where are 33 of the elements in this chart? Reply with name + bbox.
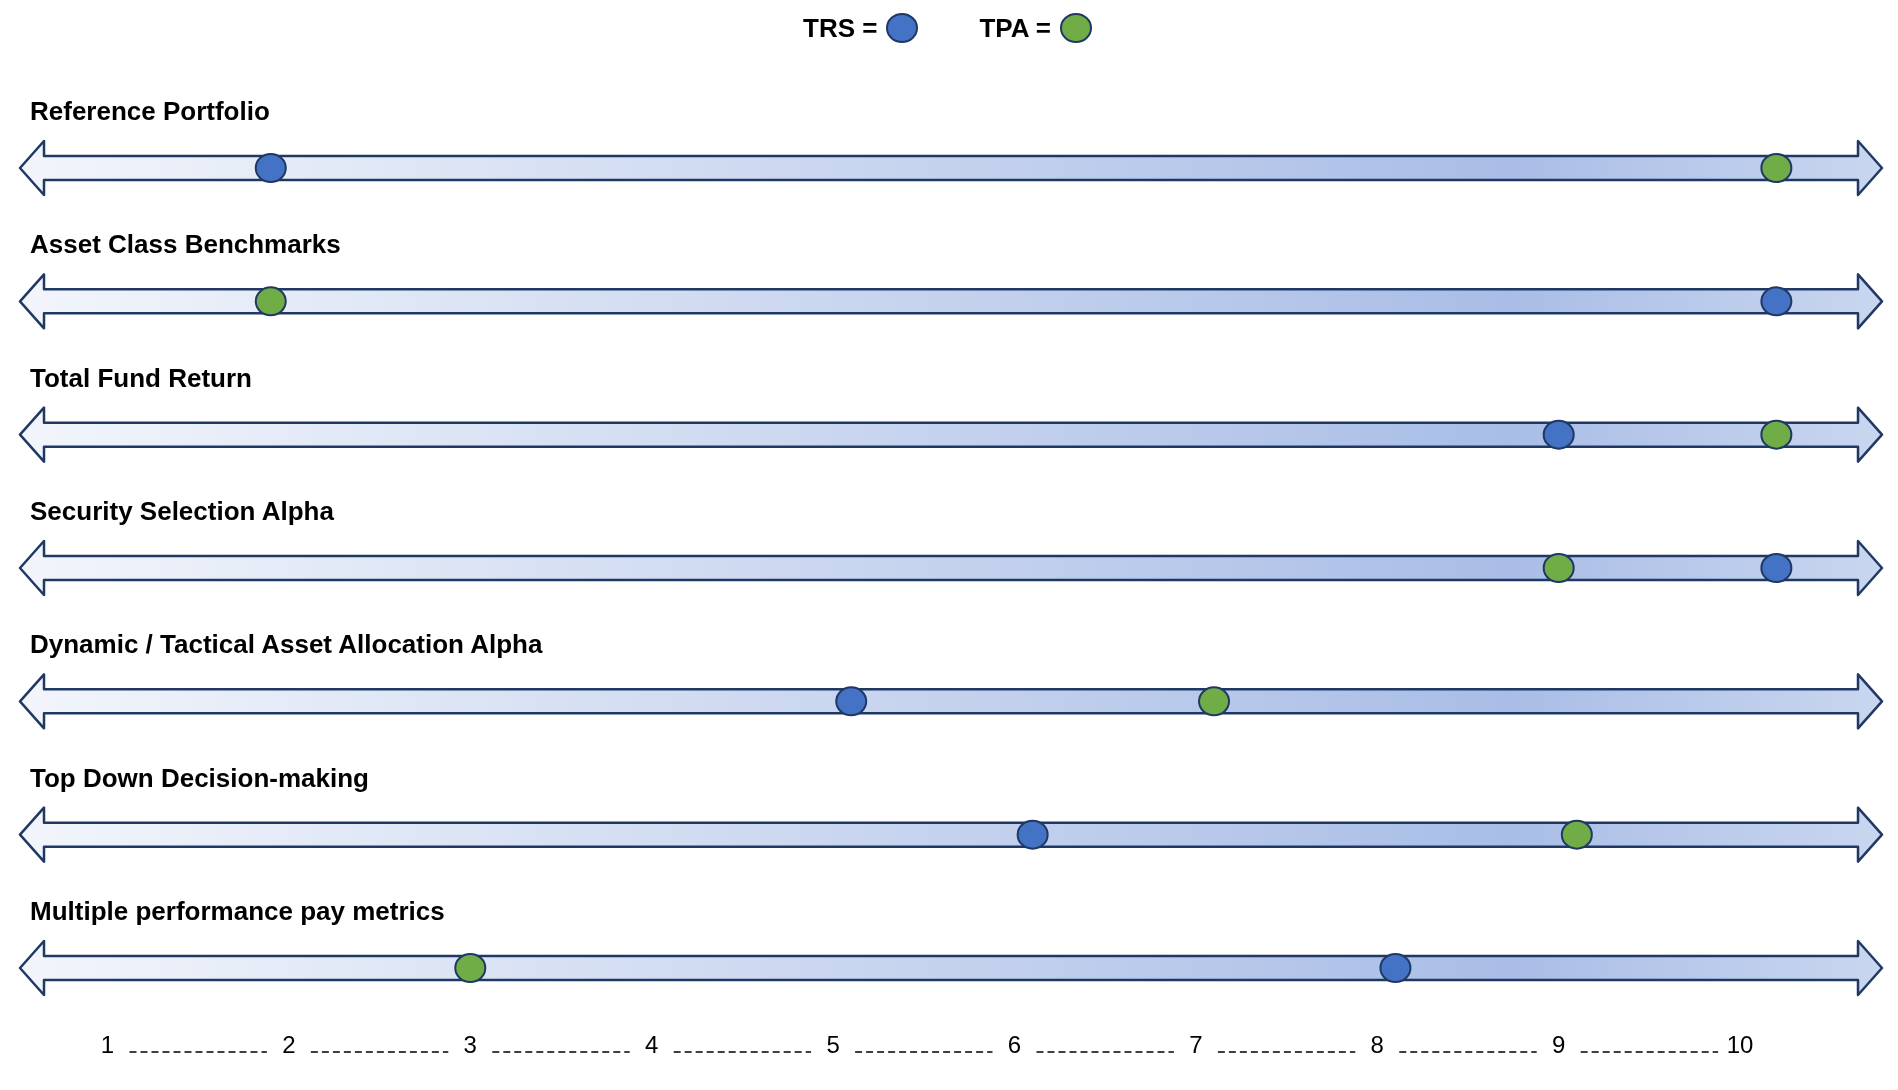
point xyxy=(254,153,287,183)
point xyxy=(1760,153,1793,183)
point xyxy=(1198,686,1231,717)
x-tick-label: 6 xyxy=(1007,1031,1022,1059)
point xyxy=(1760,553,1793,583)
point xyxy=(1560,819,1593,850)
x-tick-label: 1 xyxy=(100,1031,115,1059)
point xyxy=(1542,419,1575,450)
y-tick-label: Total Fund Return xyxy=(30,362,252,393)
y-tick-label: Top Down Decision-making xyxy=(30,762,369,793)
y-tick-label: Reference Portfolio xyxy=(30,96,270,126)
x-tick-label: 8 xyxy=(1370,1031,1384,1059)
point xyxy=(835,686,868,717)
legend-label: TRS = xyxy=(803,12,878,44)
point xyxy=(1760,286,1793,317)
x-tick-label: 2 xyxy=(282,1031,296,1059)
y-tick-label: Security Selection Alpha xyxy=(30,496,335,526)
x-tick-label: 9 xyxy=(1552,1031,1566,1059)
point xyxy=(1760,419,1793,450)
point xyxy=(1379,953,1412,983)
x-tick-label: 10 xyxy=(1726,1031,1754,1059)
point xyxy=(1542,553,1575,583)
x-tick-label: 5 xyxy=(826,1031,840,1059)
x-tick-label: 4 xyxy=(645,1031,659,1059)
x-tick-label: 7 xyxy=(1189,1031,1203,1059)
y-tick-label: Dynamic / Tactical Asset Allocation Alpha xyxy=(30,629,543,660)
point xyxy=(454,953,487,983)
y-tick-label: Multiple performance pay metrics xyxy=(30,896,445,926)
x-tick-label: 3 xyxy=(463,1031,477,1059)
y-tick-label: Asset Class Benchmarks xyxy=(30,229,341,260)
point xyxy=(254,286,287,317)
legend-label: TPA = xyxy=(979,12,1051,44)
point xyxy=(1016,819,1049,850)
